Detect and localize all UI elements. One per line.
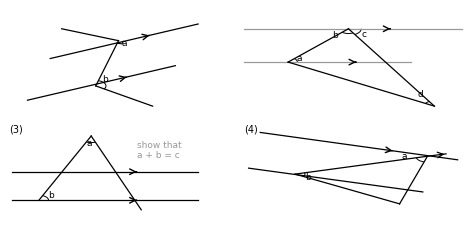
Text: a: a — [86, 139, 91, 148]
Text: (3): (3) — [9, 124, 23, 134]
Text: show that
a + b = c: show that a + b = c — [137, 141, 182, 160]
Text: (4): (4) — [244, 124, 258, 134]
Text: a: a — [402, 152, 408, 161]
Text: b: b — [332, 31, 338, 40]
Text: a: a — [122, 39, 128, 48]
Text: d: d — [417, 90, 423, 99]
Text: b: b — [102, 75, 109, 84]
Text: b: b — [48, 191, 54, 200]
Text: b: b — [306, 173, 311, 182]
Text: a: a — [296, 54, 302, 63]
Text: c: c — [361, 30, 366, 38]
